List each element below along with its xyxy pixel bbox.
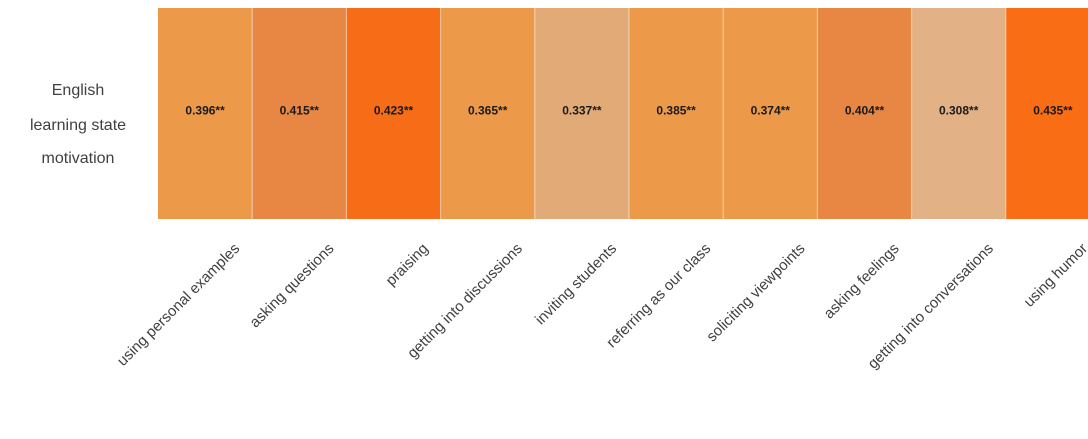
- heatmap-cell: [723, 8, 818, 219]
- column-labels: using personal examples asking questions p…: [114, 240, 1088, 372]
- cell-value-label: 0.308**: [939, 104, 979, 118]
- heatmap-cell: [158, 8, 253, 219]
- heatmap-cell: [252, 8, 347, 219]
- cell-value-label: 0.435**: [1033, 104, 1073, 118]
- heatmap-cell: [629, 8, 724, 219]
- column-label: inviting students: [532, 240, 620, 328]
- column-label: using personal examples: [114, 240, 243, 369]
- cell-value-label: 0.337**: [562, 104, 602, 118]
- cell-value-label: 0.404**: [845, 104, 885, 118]
- cell-value-label: 0.385**: [656, 104, 696, 118]
- row-label-line-1: English: [52, 82, 104, 99]
- column-label: referring as our class: [603, 240, 714, 351]
- cell-value-label: 0.415**: [280, 104, 320, 118]
- cell-value-label: 0.396**: [185, 104, 225, 118]
- column-label: using humor: [1021, 240, 1088, 310]
- column-label: soliciting viewpoints: [703, 240, 808, 345]
- heatmap-cell: [911, 8, 1007, 219]
- heatmap-cells: 0.396** 0.415** 0.423** 0.365** 0.337** 0.385…: [158, 8, 1088, 219]
- heatmap-cell: [346, 8, 442, 219]
- cell-value-label: 0.423**: [374, 104, 414, 118]
- heatmap-cell: [440, 8, 536, 219]
- row-label-line-3: motivation: [42, 150, 115, 167]
- column-label: praising: [383, 240, 432, 289]
- cell-value-label: 0.365**: [468, 104, 508, 118]
- heatmap-cell: [1005, 8, 1088, 219]
- row-label-line-2: learning state: [30, 117, 126, 134]
- heatmap-cell: [817, 8, 913, 219]
- column-label: asking feelings: [820, 240, 902, 322]
- heatmap-cell: [534, 8, 630, 219]
- column-label: asking questions: [246, 240, 337, 331]
- cell-value-label: 0.374**: [751, 104, 791, 118]
